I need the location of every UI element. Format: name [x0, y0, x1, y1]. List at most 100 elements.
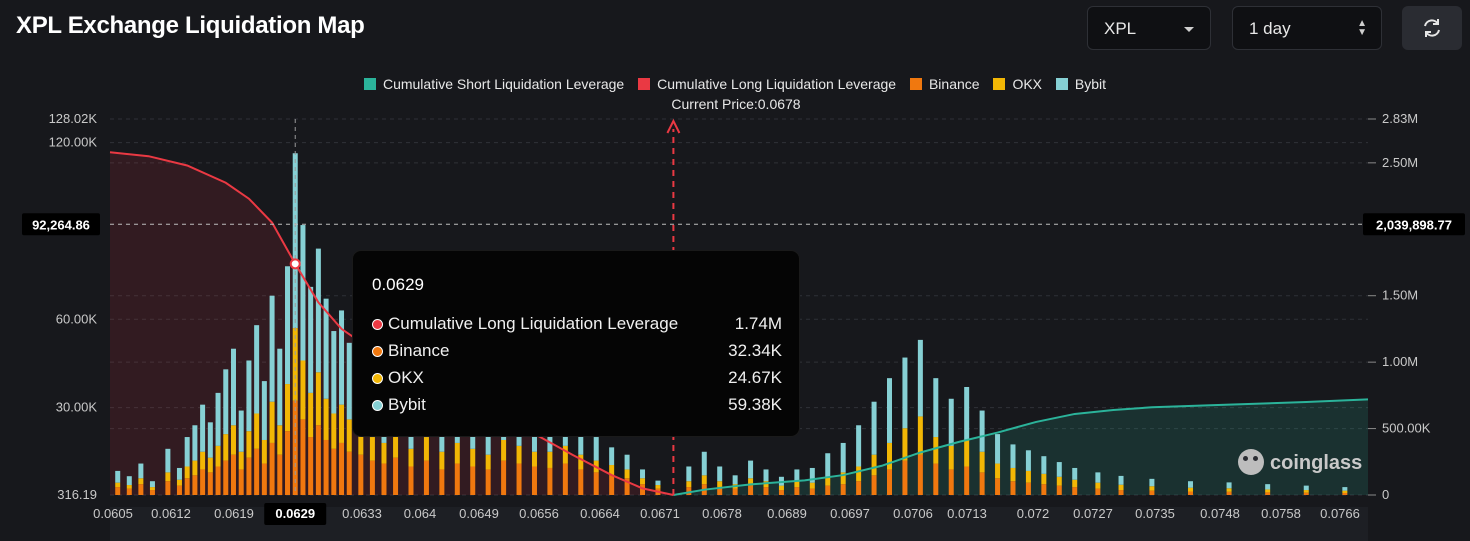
stepper-icon: ▲ ▼: [1357, 18, 1367, 38]
bar-binance: [825, 485, 831, 495]
crosshair-x-box: [264, 503, 327, 525]
bar-binance: [979, 472, 985, 495]
bar-binance: [763, 487, 769, 495]
bar-bybit: [1342, 487, 1348, 491]
bar-okx: [285, 384, 291, 432]
bar-bybit: [1303, 485, 1309, 491]
bar-bybit: [138, 463, 144, 479]
bar-bybit: [254, 325, 260, 414]
bar-binance: [1118, 490, 1124, 495]
bar-okx: [339, 404, 345, 443]
legend-item-binance[interactable]: Binance: [909, 76, 980, 92]
bar-bybit: [732, 475, 738, 485]
bar-okx: [809, 482, 815, 489]
bar-okx: [933, 437, 939, 464]
bar-binance: [423, 460, 429, 495]
bar-okx: [200, 451, 206, 470]
x-tick-label: 0.0748: [1200, 506, 1240, 521]
bar-binance: [593, 472, 599, 495]
bar-binance: [393, 457, 399, 495]
bar-okx: [138, 478, 144, 485]
bar-binance: [323, 439, 329, 495]
y-left-tick-label: 30.00K: [56, 400, 98, 415]
bar-okx: [369, 437, 375, 461]
bar-binance: [871, 475, 877, 495]
range-select-value: 1 day: [1249, 19, 1291, 38]
bar-bybit: [531, 422, 537, 452]
bar-bybit: [215, 392, 221, 446]
y-right-tick-label: 1.50M: [1382, 288, 1418, 303]
bar-binance: [339, 442, 345, 495]
tooltip-value: 1.74M: [734, 314, 782, 333]
bar-bybit: [1010, 444, 1016, 468]
bar-bybit: [300, 225, 306, 361]
x-tick-label: 0.0735: [1135, 506, 1175, 521]
bar-okx: [346, 419, 352, 452]
bar-bybit: [223, 369, 229, 435]
y-left-tick-label: 120.00K: [49, 135, 98, 150]
bar-binance: [165, 481, 171, 495]
bar-binance: [995, 478, 1001, 495]
tooltip-label: Binance: [388, 341, 450, 360]
legend-swatch: [909, 78, 922, 90]
coin-select[interactable]: XPL: [1087, 6, 1211, 50]
bar-binance: [115, 487, 121, 495]
bar-okx: [207, 457, 213, 473]
bar-binance: [562, 463, 568, 495]
bar-bybit: [995, 434, 1001, 464]
y-right-tick-label: 500.00K: [1382, 421, 1431, 436]
bar-binance: [1226, 491, 1232, 495]
bar-bybit: [176, 467, 182, 480]
x-tick-label: 0.0612: [151, 506, 191, 521]
bar-bybit: [261, 381, 267, 440]
bar-bybit: [485, 425, 491, 455]
y-right-tick-label: 2.83M: [1382, 111, 1418, 126]
bar-okx: [748, 478, 754, 486]
bar-bybit: [1187, 481, 1193, 488]
bar-bybit: [979, 410, 985, 452]
bar-okx: [1041, 473, 1047, 485]
bar-bybit: [655, 480, 661, 486]
bar-okx: [381, 442, 387, 464]
bar-binance: [300, 419, 306, 495]
bar-okx: [215, 445, 221, 467]
bar-okx: [192, 460, 198, 476]
chart-tooltip: 0.0629 Cumulative Long Liquidation Lever…: [353, 251, 799, 436]
bar-binance: [1025, 482, 1031, 495]
series-dot-icon: [372, 346, 383, 357]
legend-item-bybit[interactable]: Bybit: [1055, 76, 1106, 92]
bar-binance: [778, 490, 784, 495]
range-select[interactable]: 1 day ▲ ▼: [1232, 6, 1382, 50]
bar-okx: [485, 454, 491, 470]
tooltip-value: 24.67K: [728, 368, 782, 387]
legend-item-okx[interactable]: OKX: [993, 76, 1042, 92]
bar-okx: [1118, 484, 1124, 491]
tooltip-row: OKX 24.67K: [372, 368, 782, 390]
bar-bybit: [339, 310, 345, 405]
legend-item-long[interactable]: Cumulative Long Liquidation Leverage: [638, 76, 896, 92]
bar-okx: [979, 451, 985, 473]
bar-binance: [1056, 485, 1062, 495]
bar-bybit: [149, 481, 155, 488]
x-tick-label: 0.0697: [830, 506, 870, 521]
bar-binance: [207, 472, 213, 495]
x-tick-label: 0.0766: [1320, 506, 1360, 521]
bar-bybit: [269, 295, 275, 402]
y-right-tick-label: 2.50M: [1382, 155, 1418, 170]
bar-binance: [501, 460, 507, 495]
y-right-tick-label: 1.00M: [1382, 354, 1418, 369]
bar-binance: [254, 448, 260, 495]
bar-binance: [840, 484, 846, 495]
bar-binance: [126, 488, 132, 495]
refresh-button[interactable]: [1402, 6, 1462, 50]
current-price-arrow: [666, 118, 681, 134]
crosshair-x-label: 0.0629: [275, 506, 315, 521]
bar-okx: [778, 485, 784, 491]
bar-okx: [184, 466, 190, 479]
legend-item-short[interactable]: Cumulative Short Liquidation Leverage: [363, 76, 624, 92]
bar-binance: [809, 488, 815, 495]
bar-binance: [149, 490, 155, 495]
bar-bybit: [1025, 450, 1031, 471]
bar-bybit: [1226, 482, 1232, 489]
bar-bybit: [315, 248, 321, 373]
